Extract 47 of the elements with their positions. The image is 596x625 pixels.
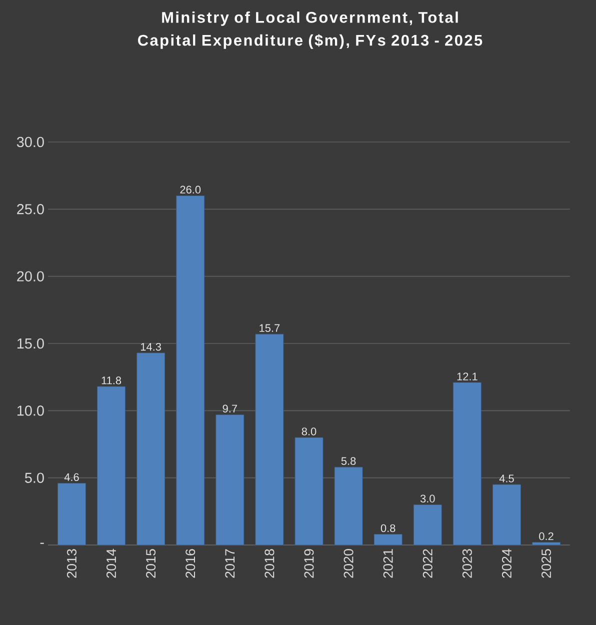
x-tick-label: 2017 (225, 549, 235, 578)
x-tick-label: 2025 (542, 549, 552, 578)
y-tick-label: 20.0 (17, 271, 44, 282)
x-tick-label: 2015 (146, 549, 156, 578)
x-tick-label: 2021 (383, 549, 393, 578)
data-label: 26.0 (180, 186, 201, 194)
bar (58, 483, 86, 546)
bar (492, 484, 521, 546)
bar (255, 334, 284, 546)
x-tick-label: 2018 (264, 549, 274, 578)
data-label: 3.0 (420, 494, 435, 503)
data-label: 12.1 (457, 372, 478, 380)
y-tick-label: 15.0 (17, 338, 44, 349)
chart-title: Ministry of Local Government, Total Capital Expenditure ($m), FYs 2013 - 2025 (138, 12, 482, 49)
x-tick-label: 2016 (186, 549, 196, 578)
data-label: 15.7 (260, 324, 280, 332)
bar (136, 352, 166, 546)
x-tick-label: 2022 (422, 549, 432, 578)
y-tick-label: 25.0 (17, 204, 44, 214)
data-label: 14.3 (140, 342, 161, 351)
x-tick-label: 2020 (344, 549, 354, 578)
bar (413, 504, 442, 546)
y-tick-label: 10.0 (17, 406, 44, 416)
x-tick-label: 2023 (462, 549, 472, 578)
x-tick-label: 2014 (106, 548, 116, 578)
x-tick-label: 2019 (304, 549, 314, 578)
bar (452, 382, 482, 546)
x-tick-label: 2013 (66, 549, 76, 578)
data-label: 4.5 (499, 474, 514, 482)
bar (97, 386, 126, 546)
y-tick-label: 5.0 (24, 472, 44, 483)
bar (532, 542, 560, 546)
x-tick-label: 2024 (502, 548, 512, 578)
y-tick-label: 30.0 (16, 136, 44, 148)
bar (374, 534, 402, 546)
data-label: 8.0 (302, 428, 316, 436)
data-label: 0.8 (380, 524, 396, 532)
bar (216, 414, 244, 546)
data-label: 4.6 (64, 473, 79, 482)
y-tick-label: - (40, 542, 44, 544)
data-label: 0.2 (539, 532, 554, 540)
data-label: 5.8 (341, 457, 356, 465)
bar (334, 466, 363, 546)
bar (176, 196, 205, 546)
bar (294, 437, 324, 546)
data-label: 9.7 (222, 404, 237, 413)
data-label: 11.8 (102, 376, 122, 384)
